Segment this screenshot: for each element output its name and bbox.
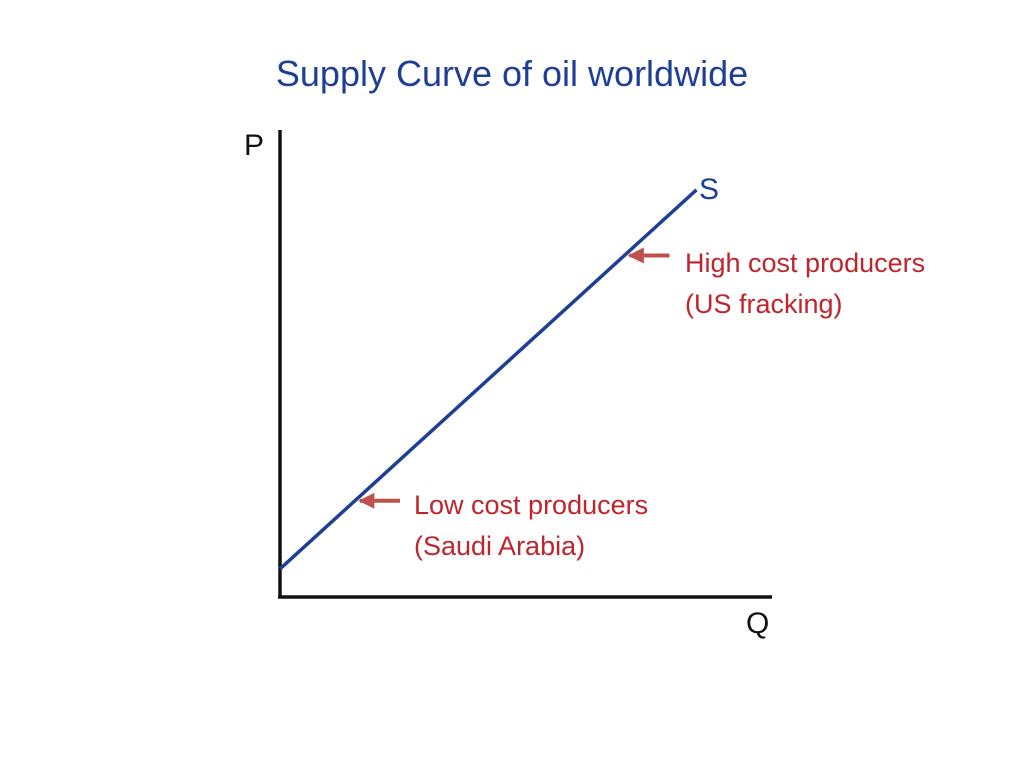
low-cost-annotation: Low cost producers (Saudi Arabia) — [414, 485, 648, 567]
supply-curve-label: S — [699, 173, 720, 206]
high-cost-annotation: High cost producers (US fracking) — [685, 243, 925, 325]
high-cost-line-2: (US fracking) — [685, 289, 843, 319]
supply-curve — [278, 188, 698, 571]
x-axis-label: Q — [746, 607, 770, 640]
low-cost-line-2: (Saudi Arabia) — [414, 531, 586, 561]
y-axis-label: P — [244, 129, 265, 162]
chart-title: Supply Curve of oil worldwide — [275, 53, 749, 94]
high-cost-line-1: High cost producers — [685, 248, 926, 278]
low-cost-line-1: Low cost producers — [414, 490, 649, 520]
